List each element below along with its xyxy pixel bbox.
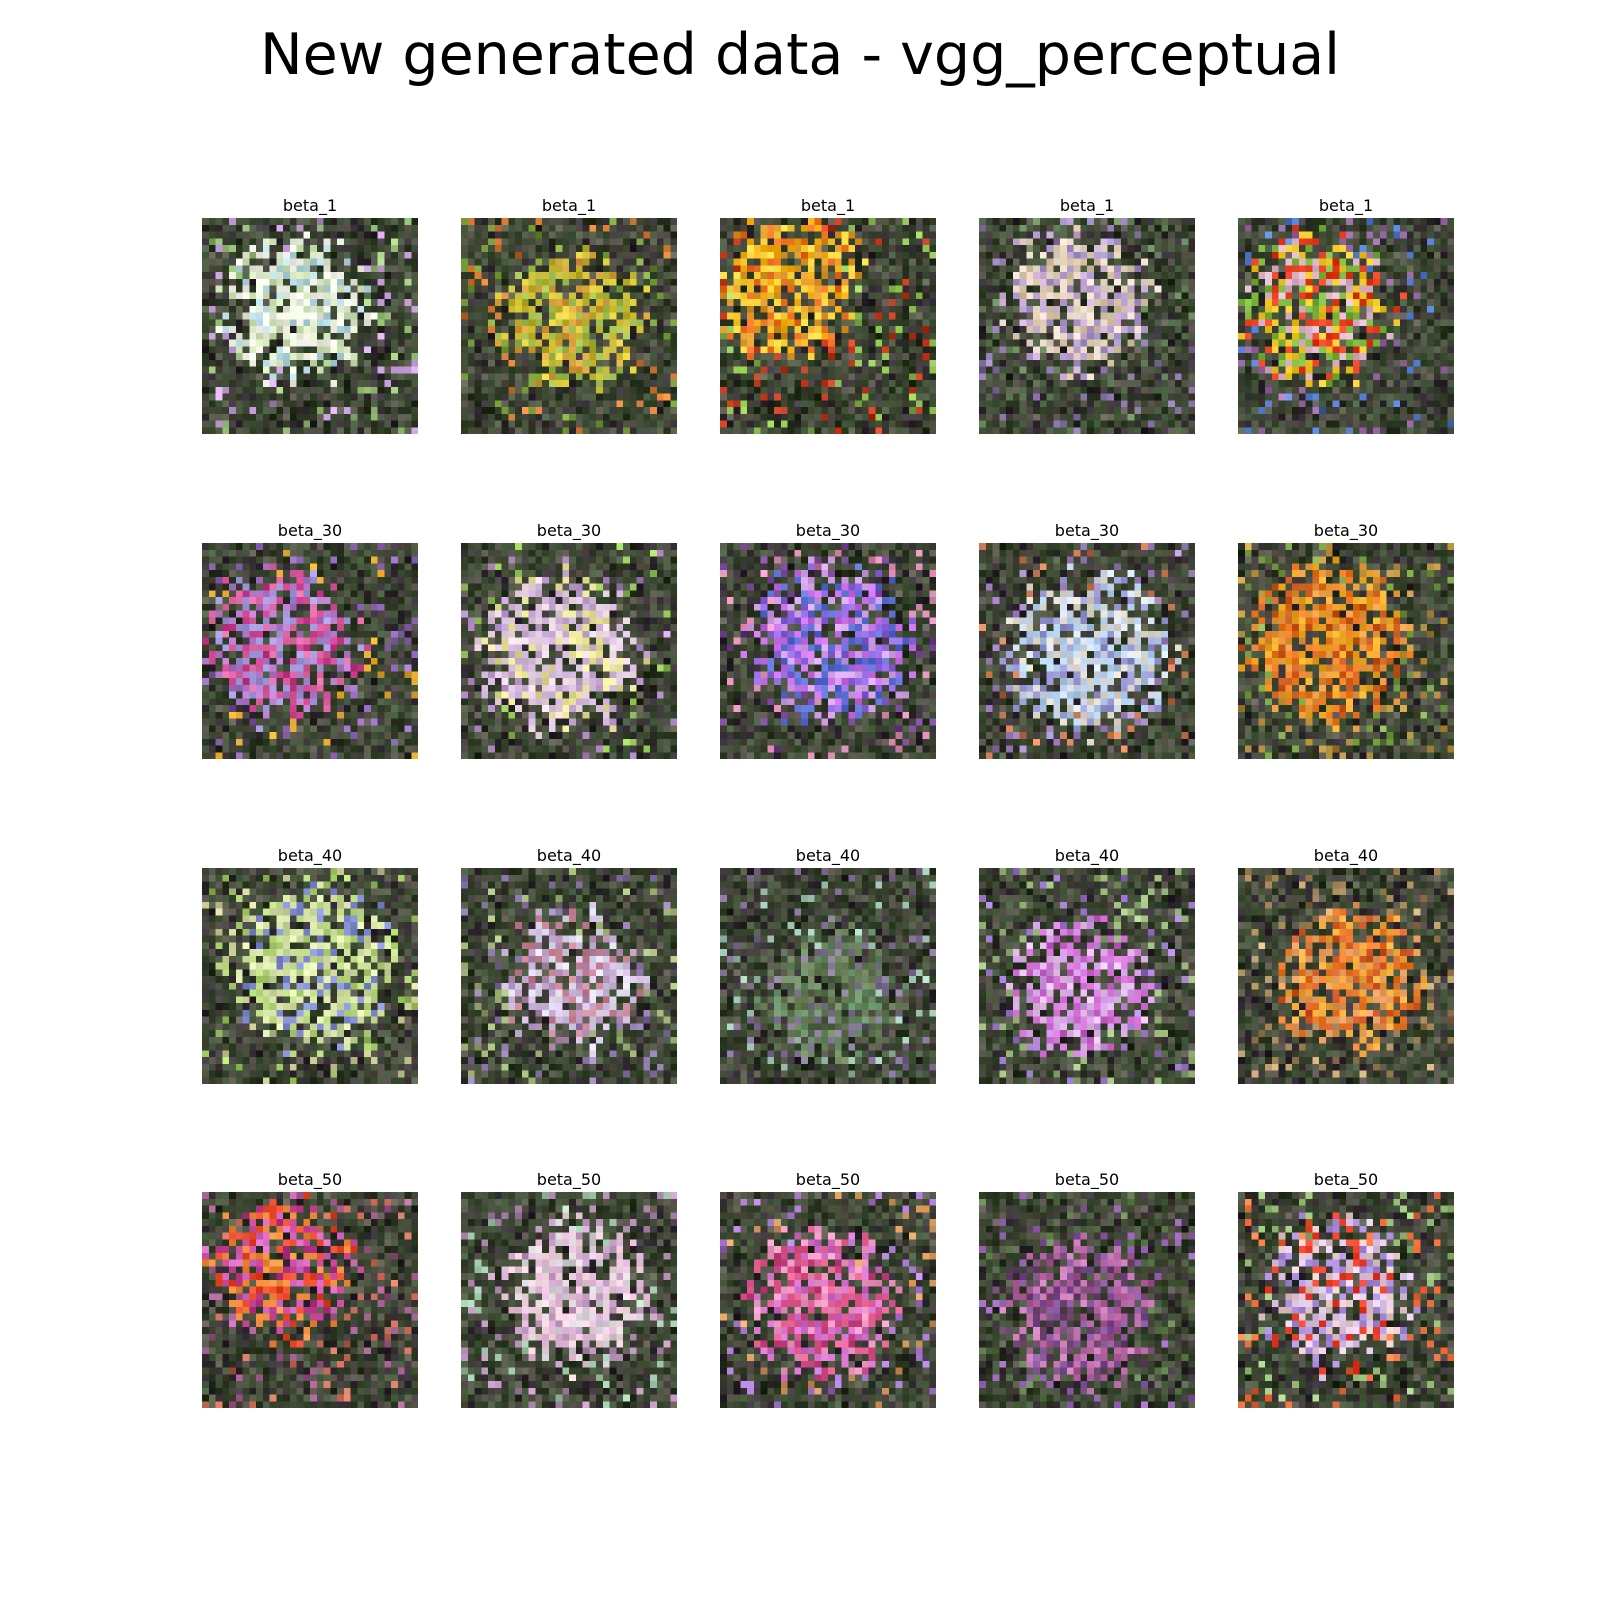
sample-panel: beta_50 xyxy=(979,1170,1195,1408)
generated-image xyxy=(979,543,1195,759)
generated-image xyxy=(202,868,418,1084)
sample-panel: beta_40 xyxy=(202,846,418,1084)
sample-panel: beta_40 xyxy=(720,846,936,1084)
sample-panel: beta_50 xyxy=(202,1170,418,1408)
sample-panel: beta_50 xyxy=(1238,1170,1454,1408)
panel-title: beta_40 xyxy=(1054,846,1120,865)
sample-panel: beta_30 xyxy=(1238,521,1454,759)
sample-panel: beta_30 xyxy=(202,521,418,759)
generated-image xyxy=(461,543,677,759)
sample-panel: beta_1 xyxy=(202,196,418,434)
sample-panel: beta_1 xyxy=(461,196,677,434)
sample-panel: beta_1 xyxy=(1238,196,1454,434)
generated-image xyxy=(720,1192,936,1408)
panel-title: beta_30 xyxy=(795,521,861,540)
generated-image xyxy=(979,1192,1195,1408)
sample-panel: beta_50 xyxy=(461,1170,677,1408)
sample-panel: beta_1 xyxy=(720,196,936,434)
panel-title: beta_40 xyxy=(277,846,343,865)
panel-title: beta_50 xyxy=(277,1170,343,1189)
sample-panel: beta_1 xyxy=(979,196,1195,434)
panel-title: beta_50 xyxy=(1313,1170,1379,1189)
sample-panel: beta_40 xyxy=(979,846,1195,1084)
panel-title: beta_1 xyxy=(1318,196,1374,215)
generated-image xyxy=(720,218,936,434)
sample-panel: beta_30 xyxy=(720,521,936,759)
panel-title: beta_40 xyxy=(795,846,861,865)
generated-image xyxy=(202,1192,418,1408)
sample-panel: beta_40 xyxy=(461,846,677,1084)
generated-image xyxy=(202,543,418,759)
panel-title: beta_40 xyxy=(1313,846,1379,865)
panel-title: beta_30 xyxy=(277,521,343,540)
panel-title: beta_30 xyxy=(1054,521,1120,540)
generated-image xyxy=(1238,543,1454,759)
panel-title: beta_30 xyxy=(1313,521,1379,540)
panel-title: beta_50 xyxy=(795,1170,861,1189)
generated-image xyxy=(461,218,677,434)
panel-title: beta_1 xyxy=(541,196,597,215)
panel-title: beta_50 xyxy=(536,1170,602,1189)
generated-image xyxy=(979,868,1195,1084)
sample-panel: beta_50 xyxy=(720,1170,936,1408)
sample-panel: beta_40 xyxy=(1238,846,1454,1084)
figure-title: New generated data - vgg_perceptual xyxy=(259,22,1341,88)
panel-title: beta_1 xyxy=(1059,196,1115,215)
generated-image xyxy=(1238,868,1454,1084)
generated-image xyxy=(720,543,936,759)
panel-title: beta_1 xyxy=(800,196,856,215)
generated-image xyxy=(979,218,1195,434)
generated-image xyxy=(461,1192,677,1408)
sample-panel: beta_30 xyxy=(979,521,1195,759)
generated-image xyxy=(720,868,936,1084)
generated-image xyxy=(461,868,677,1084)
generated-image xyxy=(1238,1192,1454,1408)
sample-panel: beta_30 xyxy=(461,521,677,759)
panel-title: beta_50 xyxy=(1054,1170,1120,1189)
panel-title: beta_1 xyxy=(282,196,338,215)
generated-image xyxy=(202,218,418,434)
generated-image xyxy=(1238,218,1454,434)
panel-title: beta_30 xyxy=(536,521,602,540)
panel-title: beta_40 xyxy=(536,846,602,865)
